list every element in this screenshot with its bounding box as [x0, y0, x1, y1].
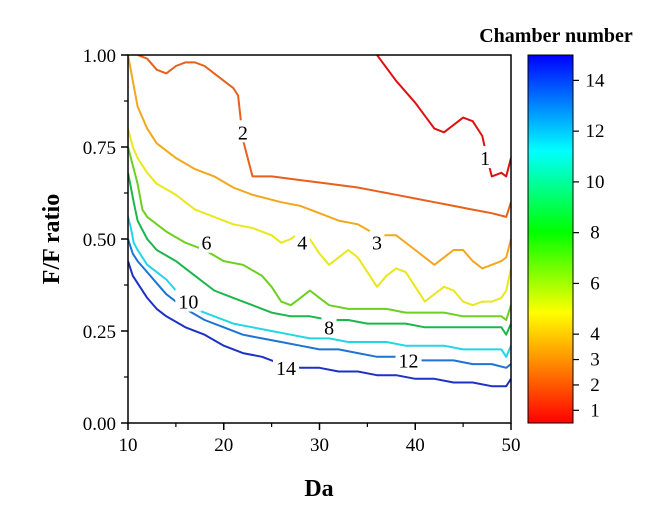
- contour-line-4: [128, 128, 511, 307]
- x-tick-label: 50: [502, 435, 521, 456]
- contour-line-6: [128, 146, 511, 321]
- contour-line-2: [137, 55, 511, 218]
- y-tick-label: 0.00: [83, 414, 116, 435]
- contour-label-8: 8: [324, 317, 334, 339]
- colorbar-tick-label: 14: [586, 70, 606, 91]
- contour-label-bg: [477, 146, 493, 169]
- contour-label-bg: [294, 230, 310, 253]
- colorbar: [527, 54, 574, 424]
- contour-label-14: 14: [276, 358, 296, 380]
- colorbar-tick-label: 3: [590, 350, 600, 371]
- contour-label-6: 6: [202, 233, 212, 255]
- contour-label-bg: [235, 120, 251, 143]
- colorbar-tick-label: 6: [590, 273, 600, 294]
- colorbar-tick-label: 2: [590, 375, 600, 396]
- y-tick-label: 0.50: [83, 230, 116, 251]
- x-tick-label: 10: [119, 435, 138, 456]
- contour-line-14: [128, 260, 511, 388]
- contour-label-bg: [199, 230, 215, 253]
- contour-label-bg: [395, 348, 422, 371]
- contour-line-1: [376, 55, 511, 178]
- colorbar-tick-label: 12: [586, 121, 605, 142]
- contour-label-bg: [175, 289, 202, 312]
- x-axis-title: Da: [304, 476, 333, 502]
- contour-label-3: 3: [372, 233, 382, 255]
- colorbar-tick-label: 8: [590, 223, 600, 244]
- contour-label-bg: [272, 355, 299, 378]
- x-tick-label: 40: [406, 435, 425, 456]
- contour-line-12: [128, 238, 511, 369]
- contour-label-4: 4: [297, 233, 307, 255]
- contour-label-2: 2: [238, 122, 248, 144]
- contour-line-10: [128, 216, 511, 358]
- contour-line-3: [128, 55, 511, 270]
- x-tick-label: 30: [310, 435, 329, 456]
- contour-lines: [128, 55, 511, 388]
- colorbar-tick-label: 1: [590, 400, 600, 421]
- contour-label-bg: [369, 230, 385, 253]
- contour-label-10: 10: [178, 292, 198, 314]
- colorbar-tick-label: 4: [590, 324, 600, 345]
- contour-line-8: [128, 172, 511, 336]
- contour-label-1: 1: [480, 148, 490, 170]
- y-axis-title: F/F ratio: [39, 194, 65, 284]
- y-tick-label: 0.75: [83, 138, 116, 159]
- axes: 10 20 30 40 50 0.00 0.25 0.50 0.75 1.00: [83, 46, 521, 456]
- y-tick-label: 1.00: [83, 46, 116, 67]
- y-tick-label: 0.25: [83, 322, 116, 343]
- contour-label-bg: [321, 315, 337, 338]
- colorbar-title: Chamber number: [479, 25, 633, 47]
- colorbar-tick-label: 10: [586, 172, 605, 193]
- x-tick-label: 20: [214, 435, 233, 456]
- contour-label-12: 12: [399, 350, 419, 372]
